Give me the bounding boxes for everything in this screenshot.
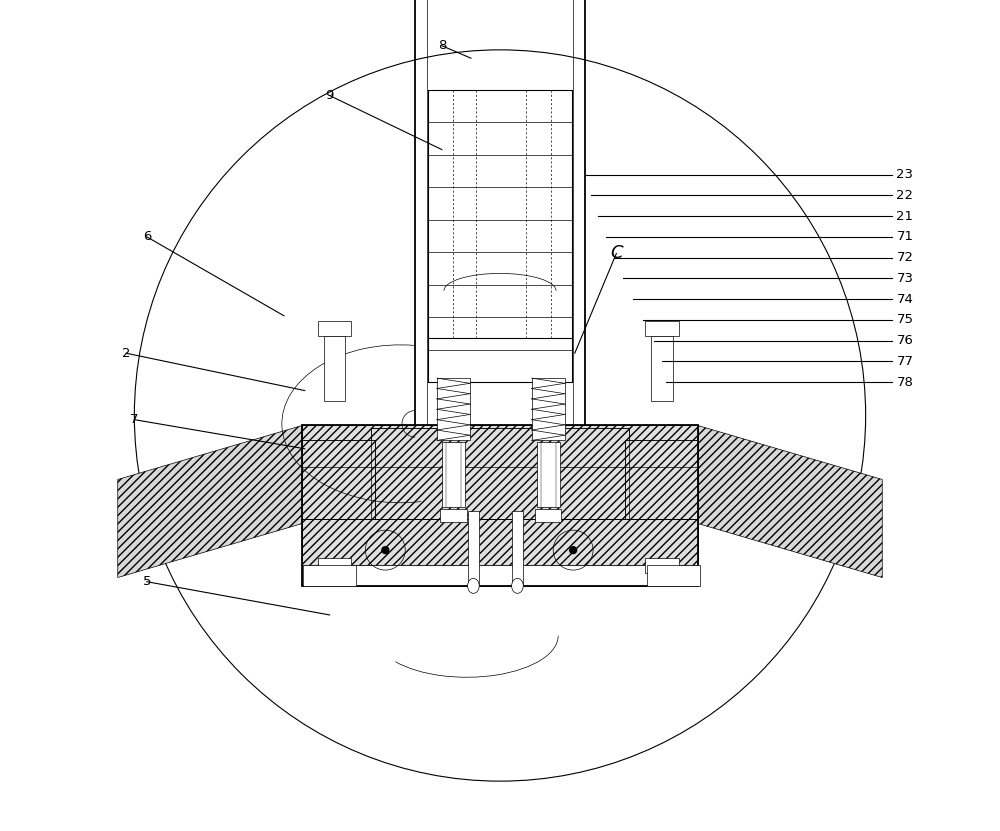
Bar [512, 511, 523, 586]
Bar [324, 336, 345, 401]
Bar [645, 558, 679, 573]
Text: 72: 72 [896, 251, 913, 264]
Bar [625, 440, 698, 519]
Text: 71: 71 [896, 230, 913, 243]
Bar [645, 321, 679, 336]
Text: C: C [610, 244, 623, 263]
Text: 73: 73 [896, 272, 913, 285]
Circle shape [381, 546, 389, 554]
Text: 7: 7 [130, 413, 139, 426]
Text: 22: 22 [896, 189, 913, 202]
Ellipse shape [468, 578, 479, 593]
Text: 5: 5 [143, 575, 151, 588]
Bar [532, 378, 565, 440]
Bar [302, 425, 698, 586]
Bar [371, 428, 629, 519]
Bar [302, 440, 375, 519]
Text: 74: 74 [896, 293, 913, 306]
Bar [302, 565, 698, 586]
Bar [415, 90, 585, 382]
Bar [302, 425, 698, 467]
Bar [647, 565, 700, 586]
Bar [428, 90, 572, 382]
Bar [371, 428, 629, 519]
Bar [535, 509, 561, 522]
Text: 78: 78 [896, 376, 913, 389]
Bar [302, 425, 698, 467]
Text: 21: 21 [896, 209, 913, 223]
Circle shape [569, 546, 577, 554]
Bar [302, 519, 698, 565]
Text: 77: 77 [896, 355, 913, 368]
Ellipse shape [512, 578, 523, 593]
Bar [318, 558, 351, 573]
Polygon shape [698, 425, 882, 578]
Text: 8: 8 [438, 39, 446, 52]
Text: 23: 23 [896, 168, 913, 181]
Polygon shape [118, 425, 302, 578]
Text: 6: 6 [143, 230, 151, 243]
Bar [468, 511, 479, 586]
Bar [442, 442, 465, 507]
Text: 2: 2 [122, 347, 130, 360]
Text: 76: 76 [896, 334, 913, 347]
Text: 75: 75 [896, 313, 913, 327]
Bar [318, 321, 351, 336]
Bar [651, 336, 673, 401]
Bar [302, 440, 375, 519]
Bar [537, 442, 560, 507]
Bar [303, 565, 356, 586]
Bar [437, 378, 470, 440]
Bar [625, 440, 698, 519]
Bar [302, 519, 698, 565]
Bar [440, 509, 467, 522]
Text: 9: 9 [325, 89, 334, 102]
